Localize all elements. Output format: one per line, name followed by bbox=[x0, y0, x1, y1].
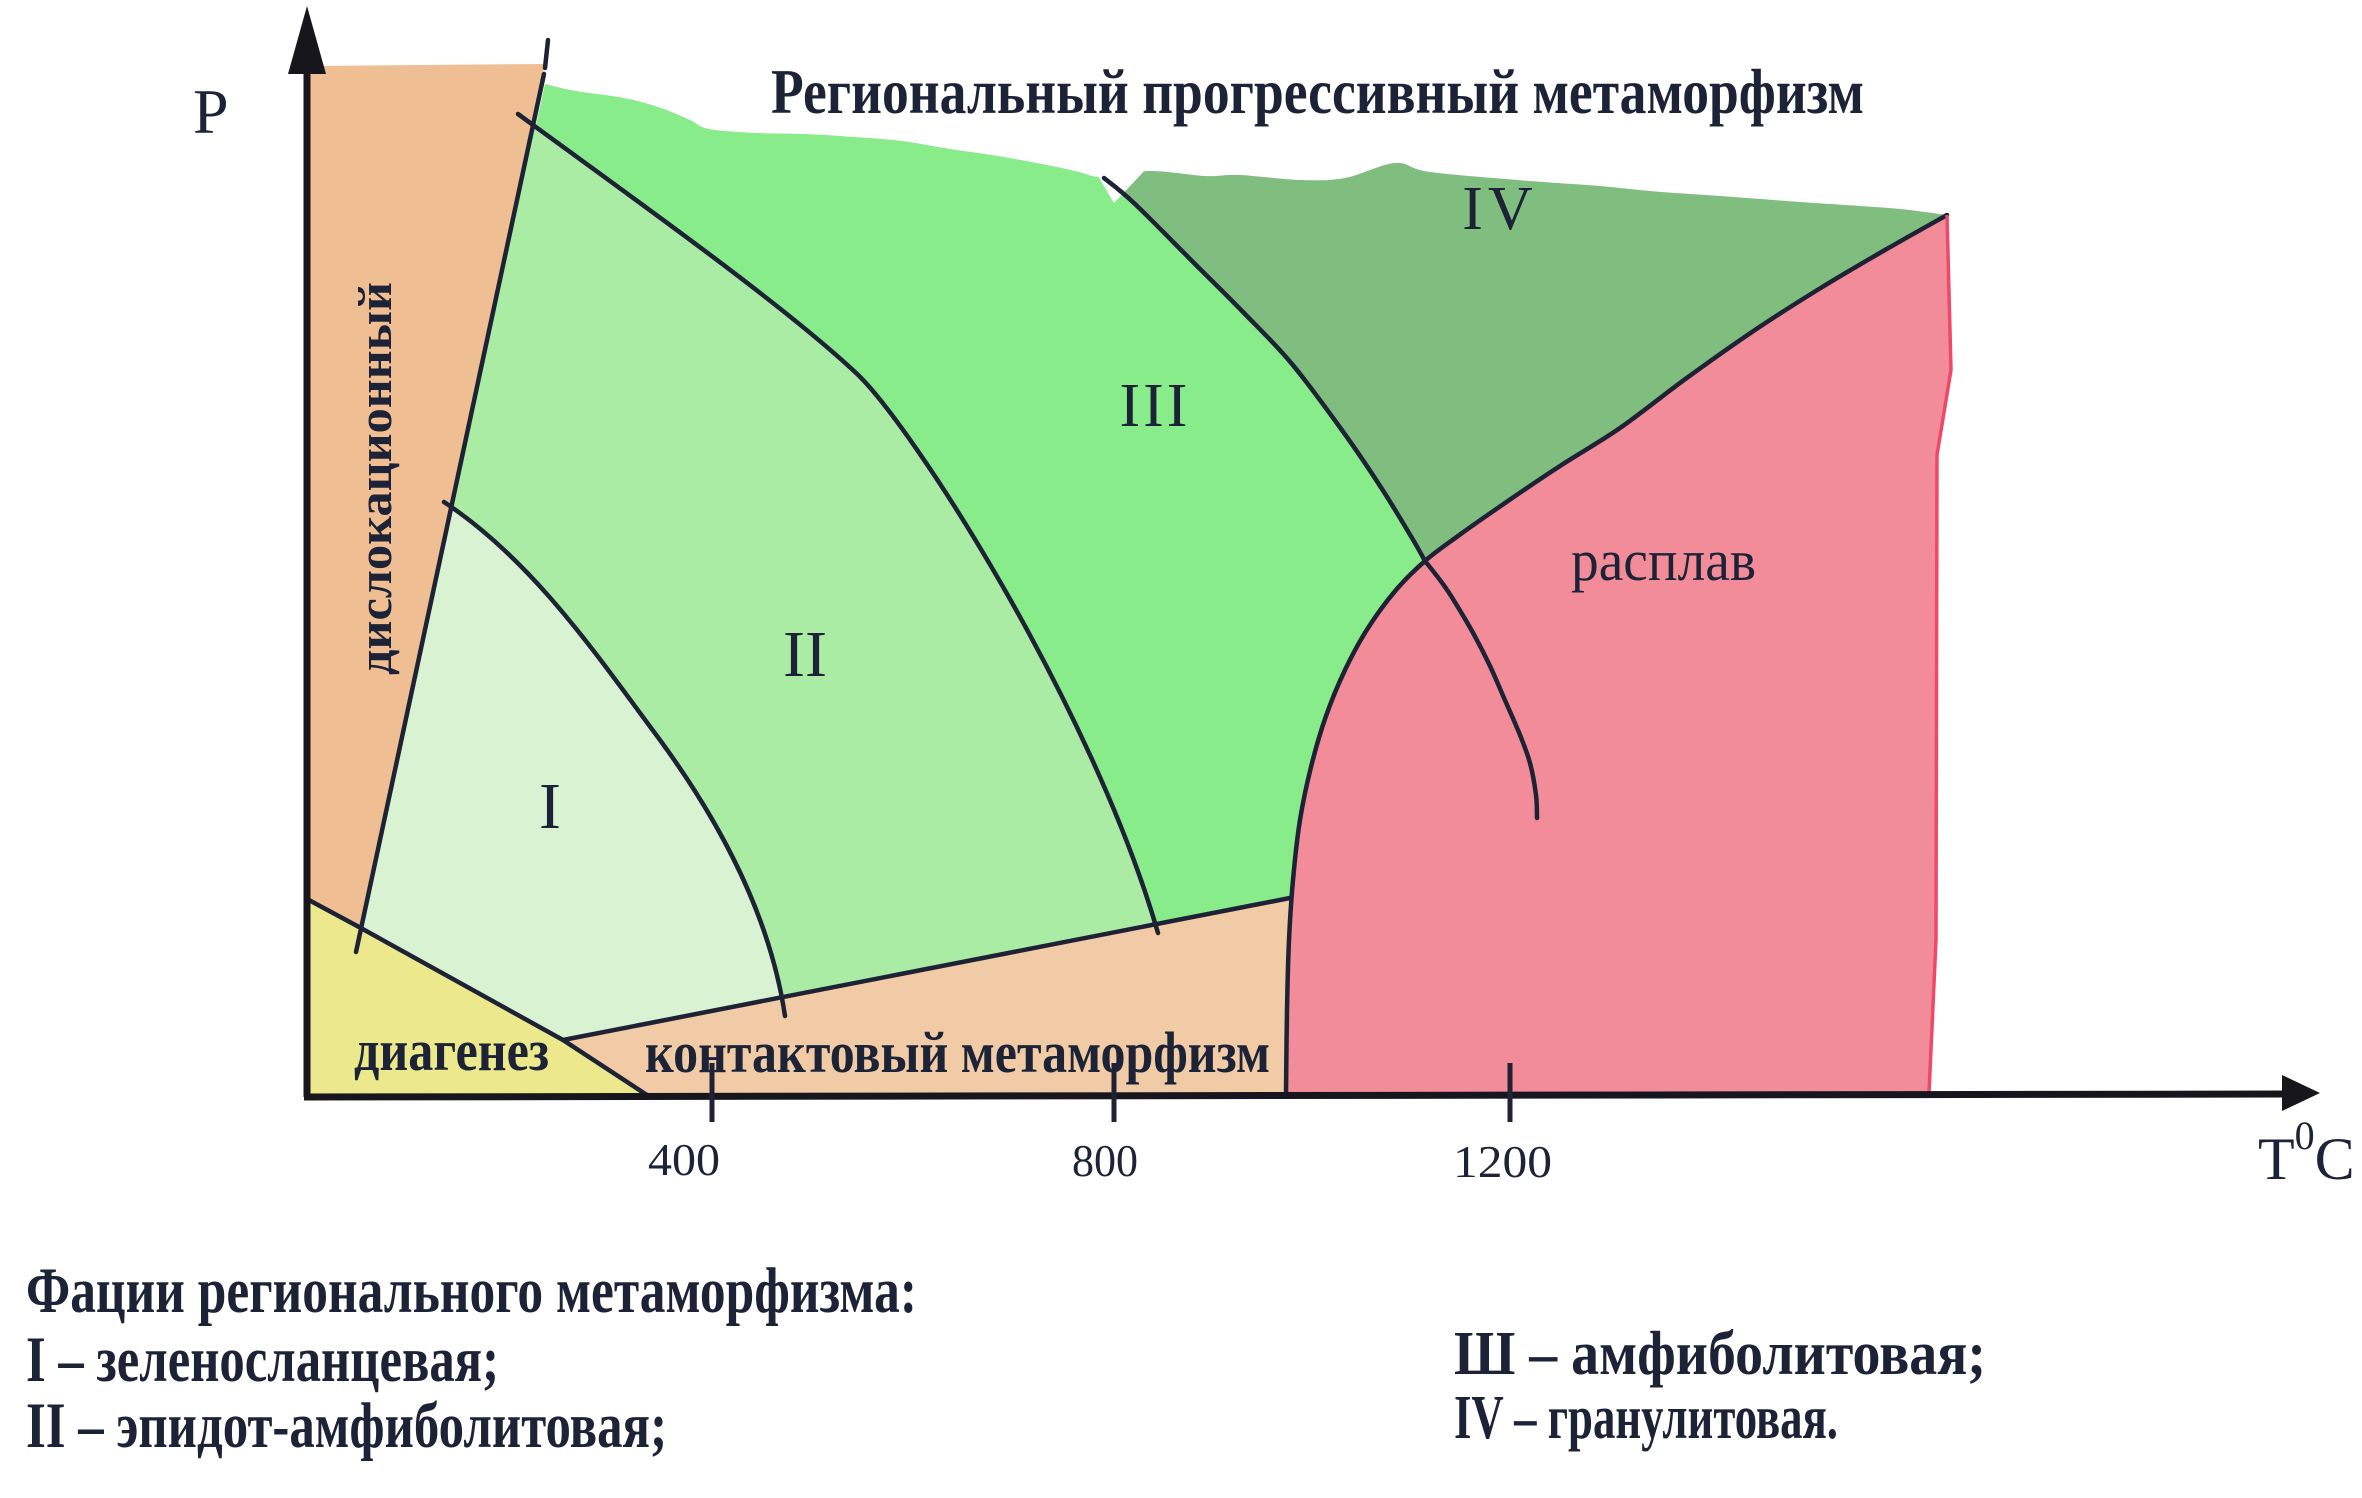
svg-text:III: III bbox=[1120, 372, 1191, 440]
svg-text:Региональный прогрессивный мет: Региональный прогрессивный метаморфизм bbox=[771, 57, 1864, 127]
svg-text:контактовый метаморфизм: контактовый метаморфизм bbox=[645, 1020, 1270, 1085]
svg-text:II: II bbox=[783, 618, 827, 691]
svg-text:II – эпидот-амфиболитовая;: II – эпидот-амфиболитовая; bbox=[26, 1390, 667, 1462]
svg-text:800: 800 bbox=[1072, 1135, 1138, 1186]
svg-text:I: I bbox=[539, 770, 561, 843]
svg-text:Ш – амфиболитовая;: Ш – амфиболитовая; bbox=[1454, 1320, 1986, 1388]
svg-text:дислокационный: дислокационный bbox=[349, 282, 402, 675]
svg-text:Р: Р bbox=[193, 76, 229, 147]
svg-text:I – зеленосланцевая;: I – зеленосланцевая; bbox=[26, 1324, 499, 1396]
svg-text:IV: IV bbox=[1462, 175, 1537, 243]
svg-text:диагенез: диагенез bbox=[354, 1018, 549, 1083]
svg-text:1200: 1200 bbox=[1453, 1136, 1552, 1187]
svg-text:400: 400 bbox=[648, 1134, 720, 1185]
svg-text:Фации регионального метаморфиз: Фации регионального метаморфизма: bbox=[26, 1255, 917, 1327]
svg-text:IV – гранулитовая.: IV – гранулитовая. bbox=[1454, 1384, 1838, 1452]
svg-text:расплав: расплав bbox=[1571, 528, 1756, 593]
